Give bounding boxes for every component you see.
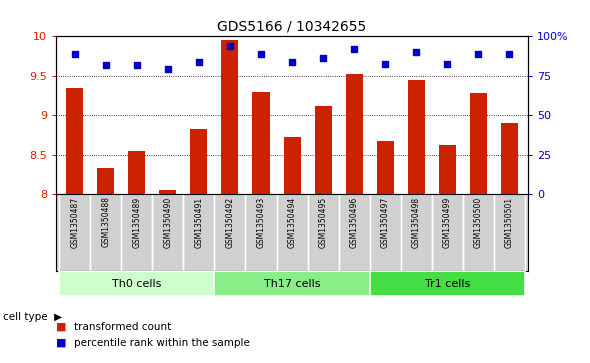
Bar <box>408 80 425 194</box>
Point <box>504 52 514 57</box>
Point <box>70 52 80 57</box>
Point <box>349 46 359 52</box>
Bar <box>59 271 214 296</box>
Point <box>101 62 110 68</box>
Text: GSM1350492: GSM1350492 <box>225 196 234 248</box>
Point <box>132 62 142 68</box>
Point <box>225 43 235 49</box>
Bar <box>284 136 300 194</box>
Text: GSM1350494: GSM1350494 <box>287 196 297 248</box>
Text: GSM1350490: GSM1350490 <box>163 196 172 248</box>
Text: GSM1350500: GSM1350500 <box>474 196 483 248</box>
Bar <box>470 93 487 194</box>
Bar <box>439 145 456 194</box>
Text: GSM1350493: GSM1350493 <box>257 196 266 248</box>
Bar <box>66 87 83 194</box>
Point <box>442 61 452 67</box>
Bar <box>97 168 114 194</box>
Text: ■: ■ <box>56 338 67 348</box>
Point <box>287 60 297 65</box>
Point <box>474 52 483 57</box>
Text: percentile rank within the sample: percentile rank within the sample <box>74 338 250 348</box>
Text: GSM1350487: GSM1350487 <box>70 196 79 248</box>
Bar <box>370 271 525 296</box>
Point <box>412 49 421 55</box>
Text: GSM1350488: GSM1350488 <box>101 196 110 248</box>
Bar <box>128 151 145 194</box>
Bar <box>501 123 518 194</box>
Text: GSM1350501: GSM1350501 <box>505 196 514 248</box>
Text: Th0 cells: Th0 cells <box>112 278 162 289</box>
Bar <box>314 106 332 194</box>
Text: GSM1350497: GSM1350497 <box>381 196 390 248</box>
Text: GSM1350498: GSM1350498 <box>412 196 421 248</box>
Bar <box>253 91 270 194</box>
Point <box>194 59 204 65</box>
Bar <box>346 74 363 194</box>
Text: ■: ■ <box>56 322 67 332</box>
Text: GSM1350491: GSM1350491 <box>194 196 204 248</box>
Bar <box>376 141 394 194</box>
Title: GDS5166 / 10342655: GDS5166 / 10342655 <box>218 20 366 34</box>
Point <box>256 52 266 57</box>
Point <box>319 56 328 61</box>
Text: Tr1 cells: Tr1 cells <box>425 278 470 289</box>
Text: GSM1350489: GSM1350489 <box>132 196 141 248</box>
Bar <box>221 40 238 194</box>
Bar <box>214 271 370 296</box>
Point <box>381 61 390 67</box>
Text: Th17 cells: Th17 cells <box>264 278 320 289</box>
Text: transformed count: transformed count <box>74 322 171 332</box>
Bar <box>191 129 208 194</box>
Text: GSM1350496: GSM1350496 <box>350 196 359 248</box>
Bar <box>159 190 176 194</box>
Text: GSM1350495: GSM1350495 <box>319 196 327 248</box>
Text: GSM1350499: GSM1350499 <box>443 196 452 248</box>
Text: cell type  ▶: cell type ▶ <box>3 311 62 322</box>
Point <box>163 66 172 72</box>
